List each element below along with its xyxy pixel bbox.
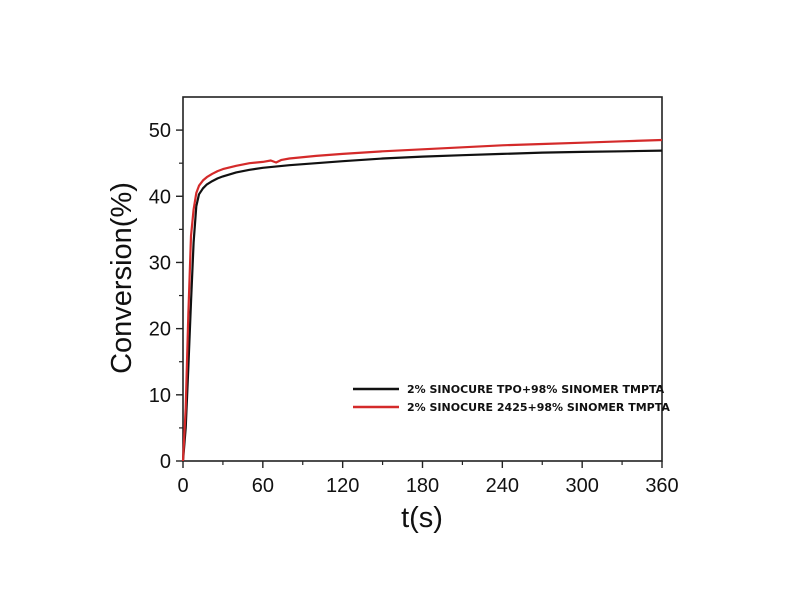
series-line-1 [181,149,663,462]
y-tick-label: 0 [160,451,171,473]
y-tick-label: 10 [149,385,171,407]
x-tick-label: 180 [406,475,439,497]
x-tick-label: 360 [645,475,678,497]
x-tick-label: 0 [177,475,188,497]
legend: 2% SINOCURE TPO+98% SINOMER TMPTA 2% SINO… [353,383,670,414]
x-tick-label: 240 [486,475,519,497]
y-tick-label: 40 [149,186,171,208]
x-tick-label: 300 [565,475,598,497]
x-axis-title: t(s) [401,502,443,534]
y-tick-label: 20 [149,319,171,341]
x-tick-label: 120 [326,475,359,497]
axis-ticks: 0 60 120 180 240 300 360 0 10 20 30 40 50 [149,120,679,497]
x-tick-label: 60 [252,475,274,497]
y-tick-label: 50 [149,120,171,142]
legend-label-1: 2% SINOCURE TPO+98% SINOMER TMPTA [407,383,665,396]
legend-label-2: 2% SINOCURE 2425+98% SINOMER TMPTA [407,401,670,414]
series-layer [181,138,663,462]
y-axis-title: Conversion(%) [106,182,138,374]
y-tick-label: 30 [149,252,171,274]
series-line-2 [181,138,663,462]
